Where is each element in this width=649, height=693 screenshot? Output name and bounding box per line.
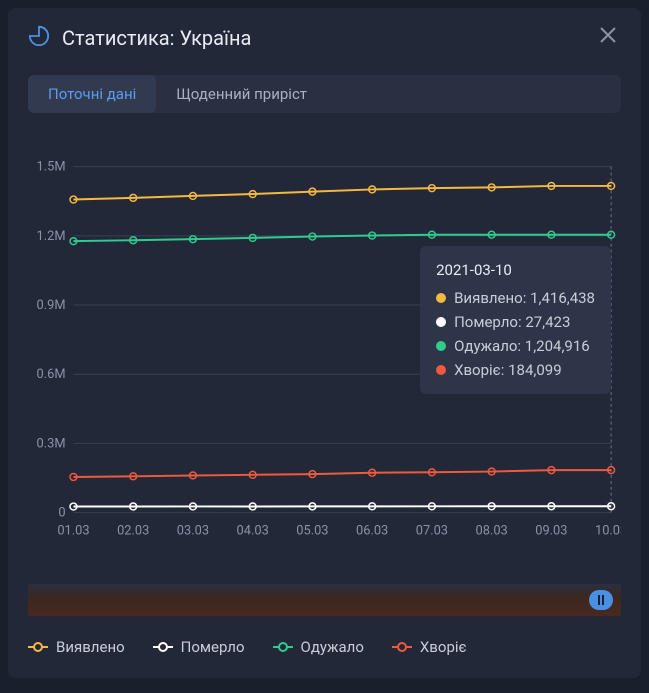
stats-panel: Статистика: Україна Поточні дані Щоденни… — [8, 8, 641, 678]
tab-daily-growth[interactable]: Щоденний приріст — [156, 75, 327, 113]
svg-text:08.03: 08.03 — [476, 523, 508, 538]
legend: Виявлено Померло Одужало Хворіє — [8, 616, 641, 678]
close-button[interactable] — [595, 22, 621, 53]
svg-text:0.3M: 0.3M — [37, 436, 66, 451]
svg-text:01.03: 01.03 — [57, 523, 89, 538]
svg-text:05.03: 05.03 — [296, 523, 328, 538]
minimap-handle[interactable] — [589, 590, 613, 610]
svg-text:0: 0 — [58, 506, 65, 521]
svg-text:0.9M: 0.9M — [37, 298, 66, 313]
legend-item[interactable]: Померло — [153, 638, 245, 656]
tab-bar: Поточні дані Щоденний приріст — [28, 75, 621, 113]
legend-line-icon — [273, 646, 293, 648]
chart-pie-icon — [28, 25, 50, 51]
legend-item[interactable]: Виявлено — [28, 638, 125, 656]
svg-text:06.03: 06.03 — [356, 523, 388, 538]
legend-label: Одужало — [301, 638, 364, 656]
svg-text:02.03: 02.03 — [117, 523, 149, 538]
chart-area: 0 0.3M 0.6M 0.9M 1.2M 1.5M 01.03 02.03 03.03 04.0… — [28, 131, 621, 568]
panel-header: Статистика: Україна — [8, 8, 641, 67]
panel-title: Статистика: Україна — [62, 26, 583, 50]
legend-line-icon — [392, 646, 412, 648]
legend-item[interactable]: Хворіє — [392, 638, 467, 656]
svg-text:09.03: 09.03 — [535, 523, 567, 538]
legend-label: Виявлено — [56, 638, 125, 656]
svg-text:07.03: 07.03 — [416, 523, 448, 538]
legend-label: Померло — [181, 638, 245, 656]
legend-line-icon — [28, 646, 48, 648]
close-icon — [599, 26, 617, 44]
tab-current-data[interactable]: Поточні дані — [28, 75, 156, 113]
svg-text:04.03: 04.03 — [237, 523, 269, 538]
minimap-background — [28, 584, 621, 616]
legend-label: Хворіє — [420, 638, 467, 656]
svg-text:03.03: 03.03 — [177, 523, 209, 538]
svg-text:0.6M: 0.6M — [37, 367, 66, 382]
line-chart[interactable]: 0 0.3M 0.6M 0.9M 1.2M 1.5M 01.03 02.03 03.03 04.0… — [28, 131, 621, 568]
minimap[interactable] — [28, 584, 621, 616]
legend-line-icon — [153, 646, 173, 648]
svg-text:1.5M: 1.5M — [37, 160, 66, 175]
legend-item[interactable]: Одужало — [273, 638, 364, 656]
svg-text:1.2M: 1.2M — [37, 229, 66, 244]
svg-text:10.03: 10.03 — [595, 523, 621, 538]
